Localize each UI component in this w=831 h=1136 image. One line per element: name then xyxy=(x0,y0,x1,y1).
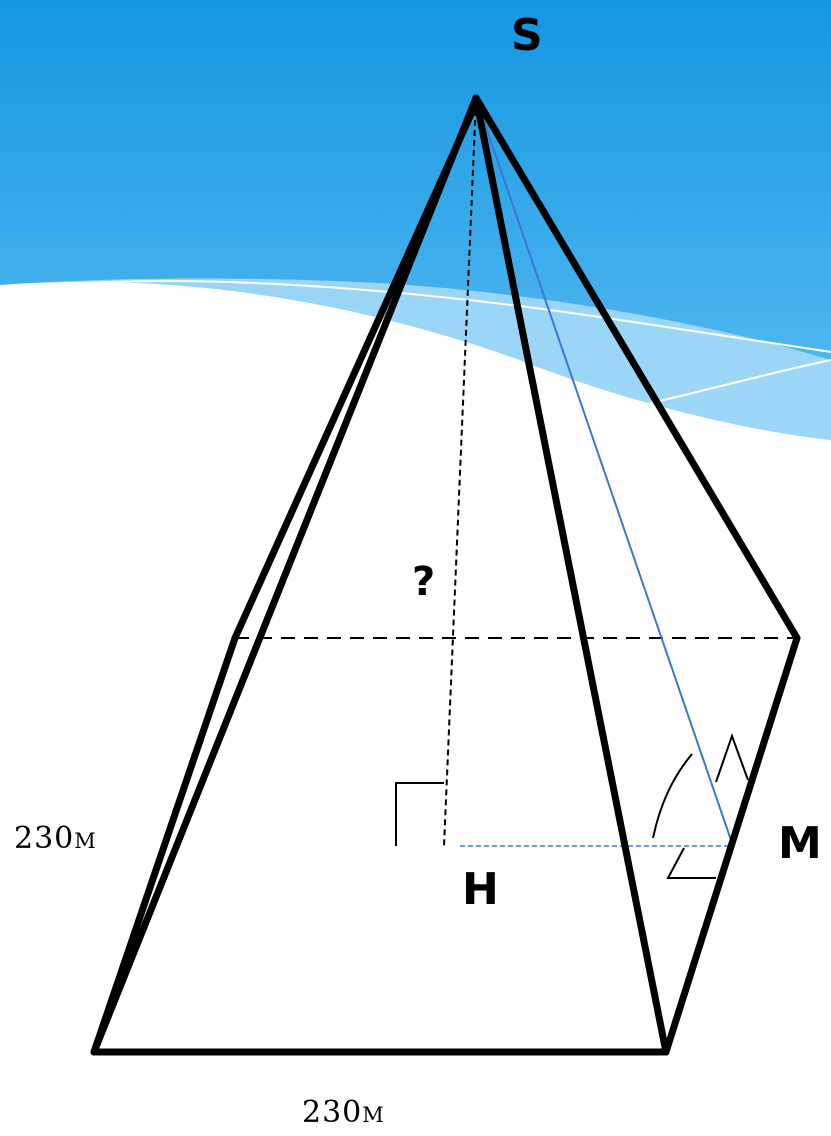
side-left-label: 230m xyxy=(14,821,97,856)
apex-label: S xyxy=(511,10,543,61)
right-angle-marker xyxy=(395,782,444,846)
height-line xyxy=(443,99,477,847)
foot-label: H xyxy=(462,864,499,915)
edge-s-front-left xyxy=(90,94,480,1056)
height-unknown-label: ? xyxy=(412,559,436,605)
edge-back-left-front-left xyxy=(90,634,239,1056)
midpoint-label: M xyxy=(778,818,822,869)
side-bottom-label: 230m xyxy=(302,1095,385,1130)
angle-arc-mark xyxy=(652,753,693,839)
pyramid-edges xyxy=(90,94,801,1056)
angle-tick-upper xyxy=(715,733,749,783)
edge-s-back-right xyxy=(472,94,801,642)
edge-s-back-left xyxy=(231,108,476,642)
edge-s-front-right xyxy=(472,94,670,1056)
apothem-line xyxy=(475,97,734,847)
edge-back-right-front-right xyxy=(662,634,801,1056)
background-wave xyxy=(0,0,831,440)
angle-tick-lower xyxy=(666,847,716,879)
